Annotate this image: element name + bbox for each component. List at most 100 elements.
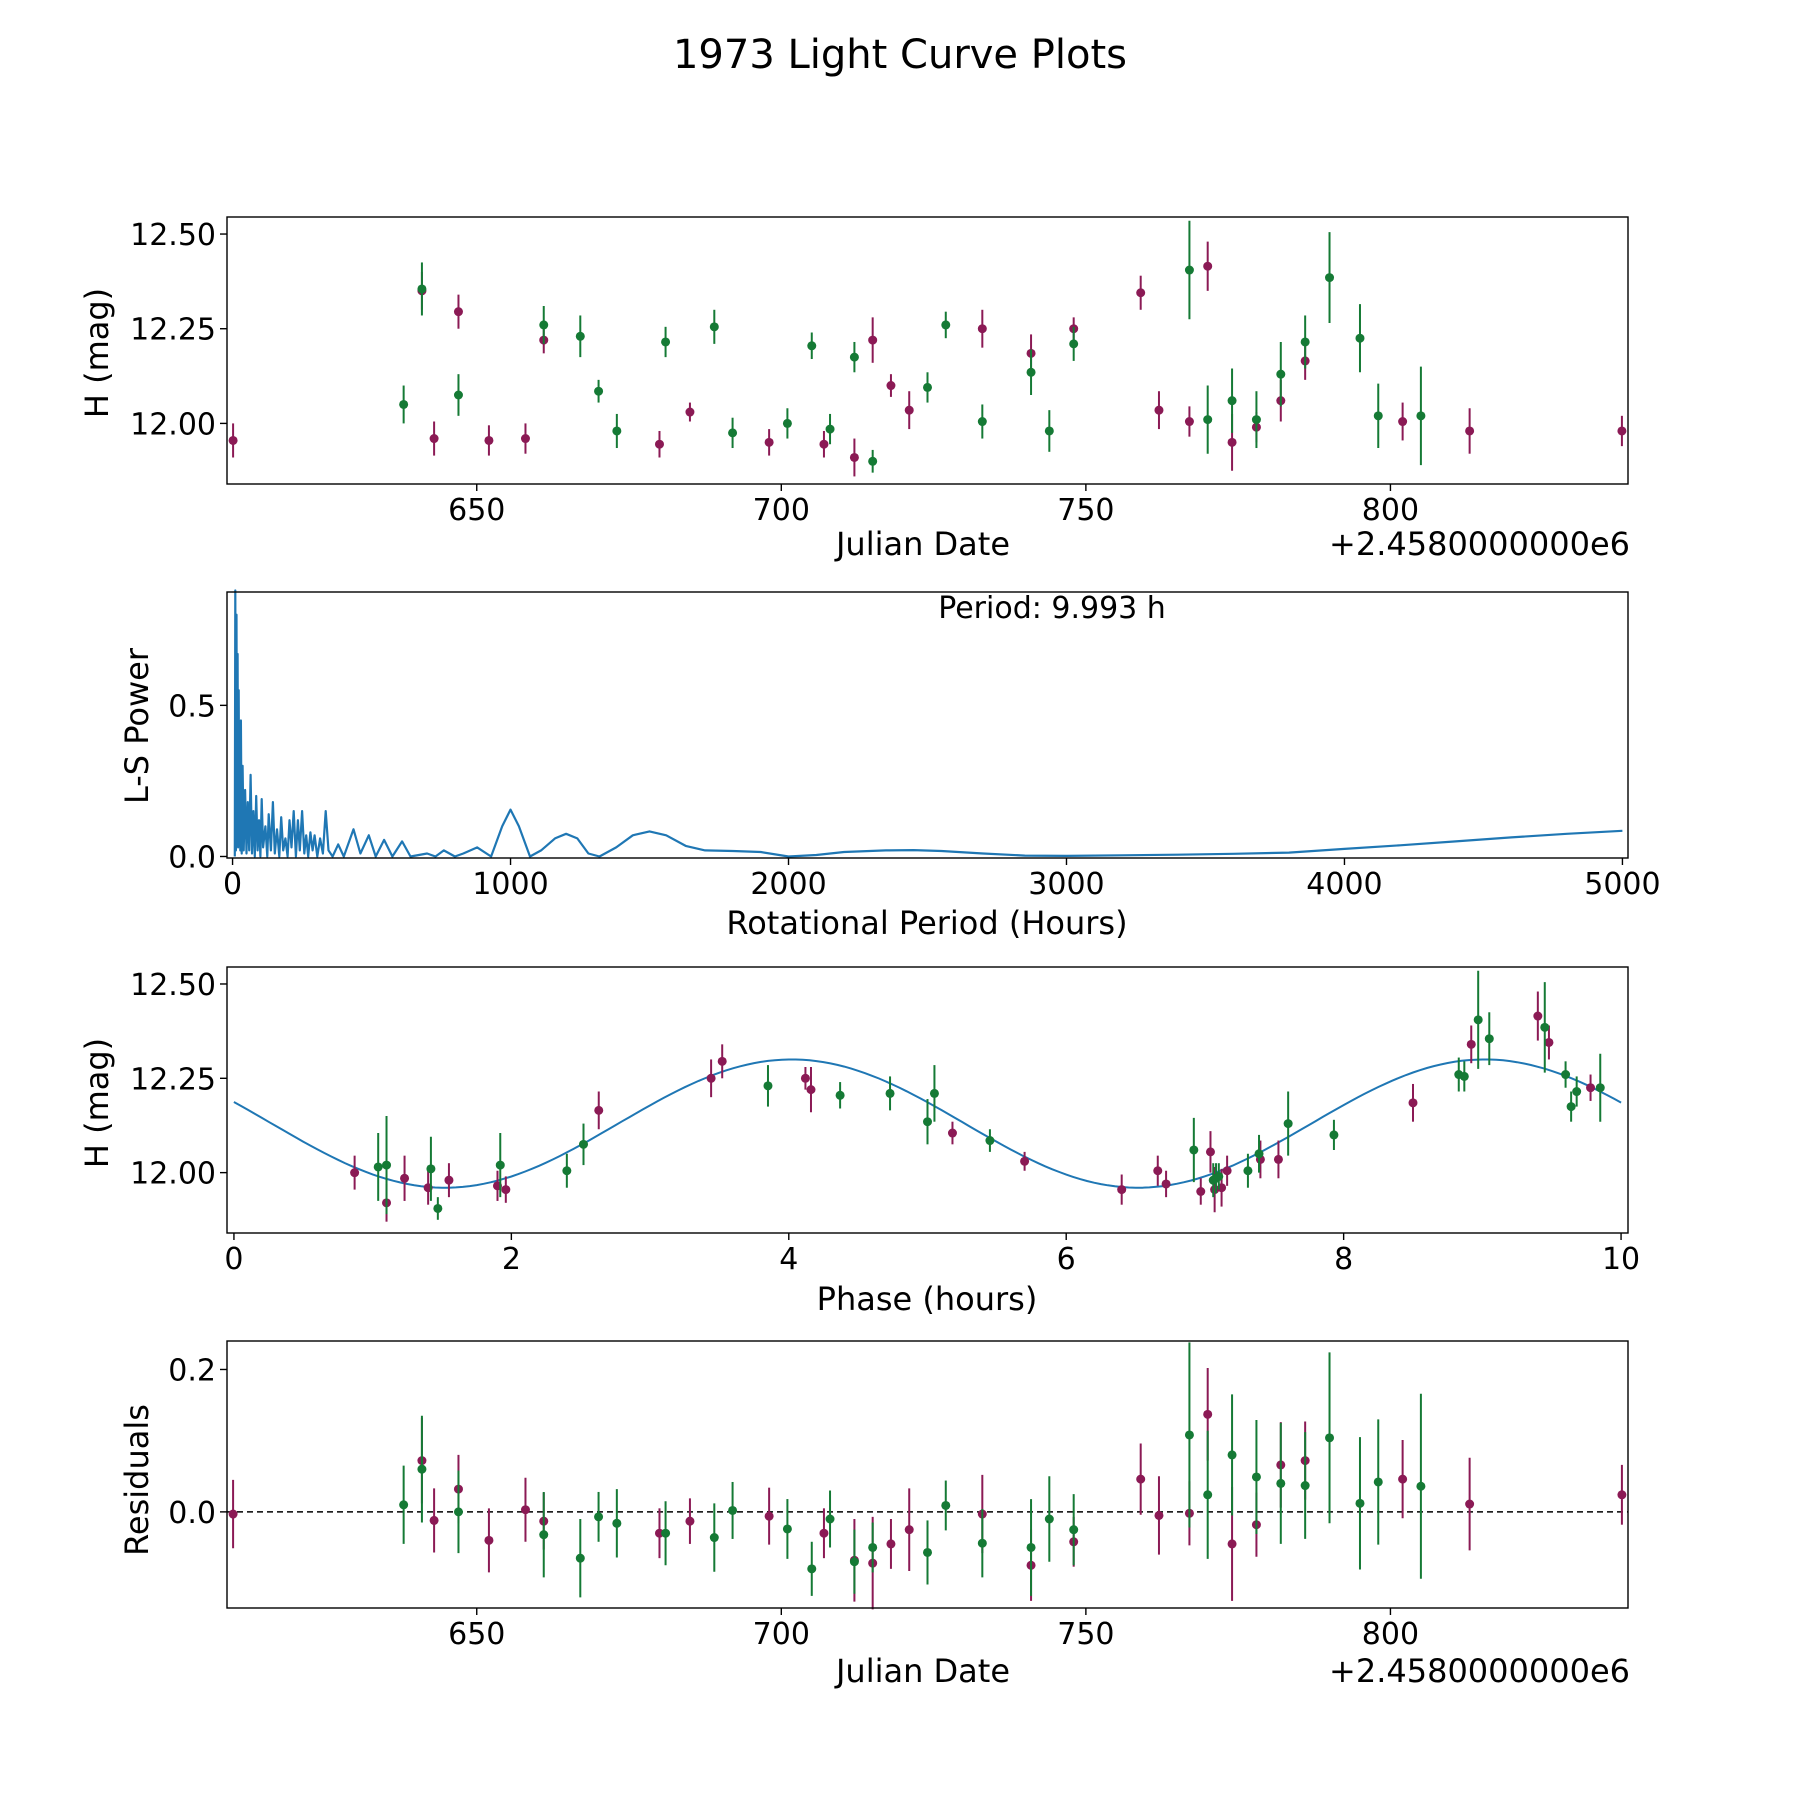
lightcurve-x-offset: +2.4580000000e6 xyxy=(1329,525,1630,563)
lightcurve-purple-point xyxy=(977,324,987,334)
lightcurve-green-point xyxy=(1300,337,1310,347)
residuals-purple-point xyxy=(886,1539,896,1549)
lightcurve-green-point xyxy=(1373,411,1383,421)
periodogram-series-power xyxy=(233,589,1623,858)
residuals-green-point xyxy=(661,1528,671,1538)
phased-x-tick-label: 8 xyxy=(1334,1242,1353,1277)
phased-green-point xyxy=(763,1081,773,1091)
lightcurve-green-point xyxy=(1184,265,1194,275)
lightcurve-green-point xyxy=(661,337,671,347)
lightcurve-green-point xyxy=(728,428,738,438)
periodogram-y-label: L-S Power xyxy=(118,647,156,804)
residuals-green-point xyxy=(453,1507,463,1517)
lightcurve-green-point xyxy=(1026,367,1036,377)
lightcurve-green-point xyxy=(1227,396,1237,406)
residuals-x-label: Julian Date xyxy=(834,1652,1010,1690)
phased-purple-point xyxy=(1408,1098,1418,1108)
residuals-green-point xyxy=(1325,1433,1335,1443)
residuals-y-label: Residuals xyxy=(118,1404,156,1556)
lightcurve-plot-frame xyxy=(226,216,1629,485)
phased-x-tick-label: 0 xyxy=(224,1242,243,1277)
phased-purple-point xyxy=(717,1056,727,1066)
phased-green-point xyxy=(1473,1015,1483,1025)
phased-purple-point xyxy=(800,1073,810,1083)
phased-purple-point xyxy=(350,1168,360,1178)
periodogram-plot-frame xyxy=(226,591,1629,859)
lightcurve-purple-point xyxy=(764,437,774,447)
lightcurve-green-point xyxy=(575,331,585,341)
residuals-green-point xyxy=(1251,1472,1261,1482)
residuals-x-tick-label: 750 xyxy=(1057,1617,1114,1652)
phased-x-tick-label: 4 xyxy=(779,1242,798,1277)
lightcurve-purple-point xyxy=(484,435,494,445)
phased-purple-point xyxy=(594,1105,604,1115)
residuals-green-point xyxy=(782,1524,792,1534)
residuals-purple-point xyxy=(429,1515,439,1525)
residuals-green-point xyxy=(1300,1481,1310,1491)
lightcurve-purple-point xyxy=(904,405,914,415)
lightcurve-green-point xyxy=(1325,273,1335,283)
residuals-purple-point xyxy=(764,1511,774,1521)
residuals-green-point xyxy=(1276,1478,1286,1488)
residuals-green-point xyxy=(807,1564,817,1574)
residuals-green-point xyxy=(399,1500,409,1510)
lightcurve-green-point xyxy=(709,322,719,332)
phased-purple-point xyxy=(1196,1186,1206,1196)
phased-green-point xyxy=(1595,1083,1605,1093)
residuals-purple-point xyxy=(228,1509,238,1519)
lightcurve-purple-point xyxy=(1154,405,1164,415)
lightcurve-x-tick-label: 750 xyxy=(1057,493,1114,528)
phased-green-point xyxy=(1283,1119,1293,1129)
periodogram-x-tick-label: 3000 xyxy=(1028,867,1104,902)
lightcurve-green-point xyxy=(1276,369,1286,379)
phased-green-point xyxy=(1459,1071,1469,1081)
residuals-green-point xyxy=(1355,1498,1365,1508)
phased-green-point xyxy=(985,1136,995,1146)
residuals-y-tick-label: 0.0 xyxy=(168,1496,216,1531)
period-annotation: Period: 9.993 h xyxy=(938,591,1166,626)
phased-purple-point xyxy=(1466,1039,1476,1049)
lightcurve-green-point xyxy=(612,426,622,436)
residuals-green-point xyxy=(923,1547,932,1557)
phased-green-point xyxy=(1189,1145,1199,1155)
lightcurve-x-label: Julian Date xyxy=(834,525,1010,563)
residuals-green-point xyxy=(1373,1477,1383,1487)
residuals-purple-point xyxy=(819,1528,829,1538)
residuals-purple-point xyxy=(1136,1474,1146,1484)
phased-green-point xyxy=(1243,1166,1253,1176)
lightcurve-x-tick-label: 650 xyxy=(448,493,505,528)
lightcurve-green-point xyxy=(594,386,604,396)
residuals-purple-point xyxy=(904,1525,914,1535)
phased-x-tick-label: 6 xyxy=(1057,1242,1076,1277)
phased-green-point xyxy=(929,1088,939,1098)
lightcurve-purple-point xyxy=(1203,261,1213,271)
phased-purple-point xyxy=(1222,1166,1232,1176)
residuals-y-tick-label: 0.2 xyxy=(168,1353,216,1388)
lightcurve-y-tick-label: 12.25 xyxy=(130,313,216,348)
residuals-purple-point xyxy=(1398,1474,1408,1484)
lightcurve-green-point xyxy=(417,284,427,294)
phased-y-tick-label: 12.00 xyxy=(130,1157,216,1192)
lightcurve-green-point xyxy=(941,320,951,330)
lightcurve-purple-point xyxy=(429,434,439,444)
figure-title: 1973 Light Curve Plots xyxy=(673,32,1127,78)
lightcurve-x-tick-label: 800 xyxy=(1362,493,1419,528)
phased-purple-point xyxy=(706,1073,716,1083)
residuals-purple-point xyxy=(1617,1490,1627,1500)
residuals-green-point xyxy=(709,1533,719,1543)
lightcurve-y-tick-label: 12.50 xyxy=(130,218,216,253)
phased-x-tick-label: 2 xyxy=(502,1242,521,1277)
lightcurve-green-point xyxy=(1203,415,1213,425)
phased-green-point xyxy=(495,1160,505,1170)
panel-residuals: Julian Date Residuals +2.4580000000e6 65… xyxy=(118,1340,1630,1690)
residuals-green-point xyxy=(1069,1525,1079,1535)
periodogram-x-tick-label: 2000 xyxy=(750,867,826,902)
phased-x-label: Phase (hours) xyxy=(817,1280,1038,1318)
lightcurve-purple-point xyxy=(868,335,878,345)
residuals-purple-point xyxy=(1227,1539,1237,1549)
residuals-purple-point xyxy=(520,1505,530,1515)
lightcurve-green-point xyxy=(539,320,549,330)
residuals-purple-point xyxy=(1154,1510,1164,1520)
phased-purple-point xyxy=(1544,1037,1554,1047)
lightcurve-green-point xyxy=(849,352,859,362)
